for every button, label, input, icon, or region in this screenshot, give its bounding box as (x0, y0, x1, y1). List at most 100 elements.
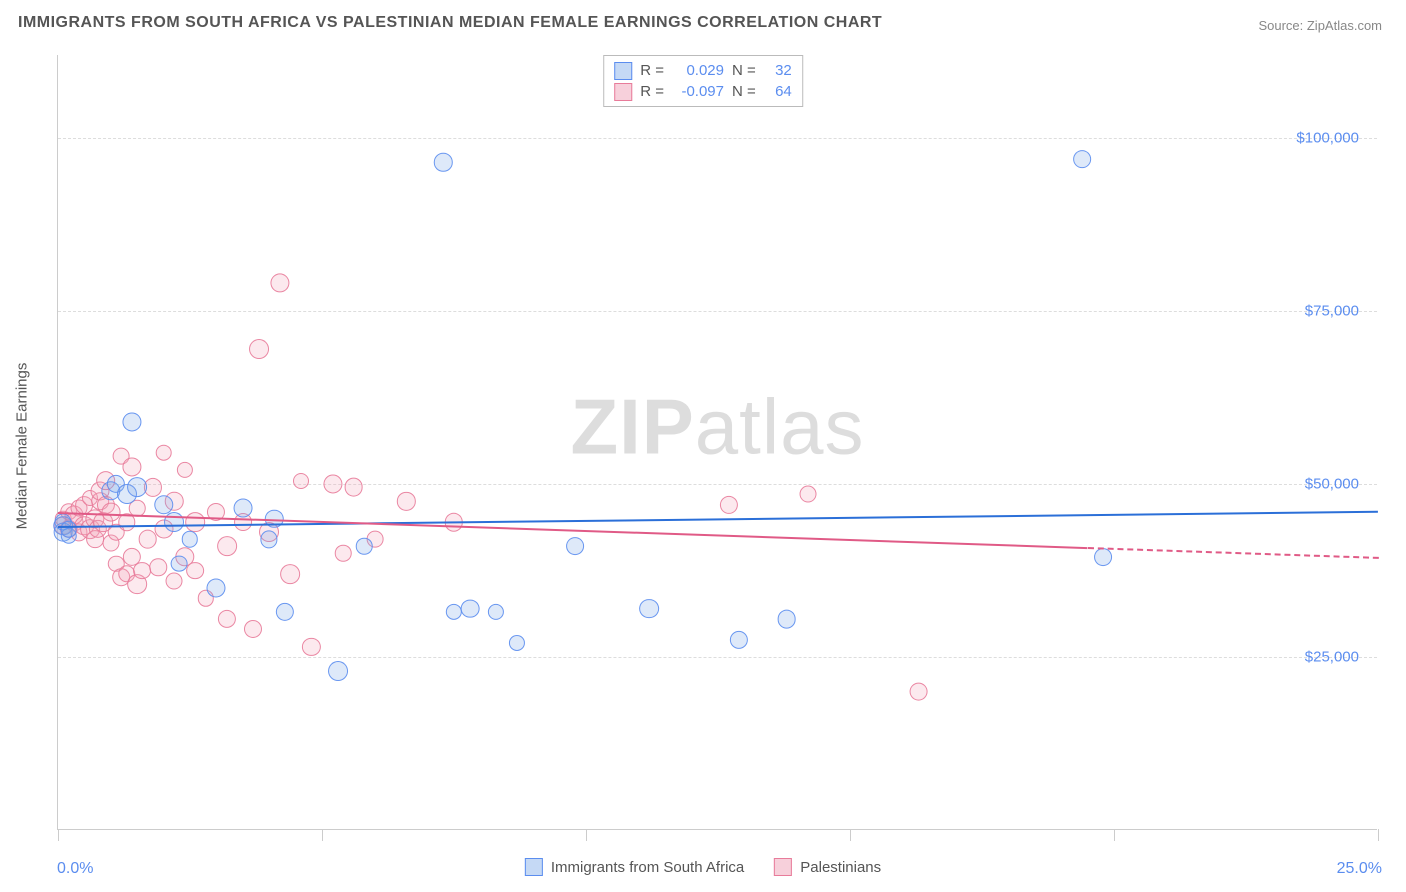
r-value-2: -0.097 (672, 81, 724, 102)
data-point (270, 274, 289, 293)
data-point (76, 496, 94, 514)
data-point (96, 471, 116, 491)
data-point (233, 499, 252, 518)
data-point (244, 620, 262, 638)
x-tick (322, 829, 323, 841)
data-point (144, 478, 162, 496)
data-point (335, 545, 352, 562)
data-point (122, 457, 141, 476)
stats-row-2: R = -0.097 N = 64 (614, 81, 792, 102)
bottom-legend: Immigrants from South Africa Palestinian… (525, 858, 881, 876)
y-tick-label: $75,000 (1305, 303, 1359, 320)
swatch-series-1 (525, 858, 543, 876)
watermark: ZIPatlas (570, 381, 864, 472)
data-point (122, 412, 141, 431)
swatch-series-2 (614, 83, 632, 101)
data-point (60, 528, 76, 544)
y-tick-label: $25,000 (1305, 649, 1359, 666)
data-point (397, 492, 415, 510)
legend-item-1: Immigrants from South Africa (525, 858, 744, 876)
x-tick (850, 829, 851, 841)
chart-title: IMMIGRANTS FROM SOUTH AFRICA VS PALESTIN… (18, 14, 882, 32)
data-point (166, 572, 183, 589)
data-point (182, 531, 198, 547)
data-point (186, 562, 204, 580)
gridline (58, 138, 1377, 139)
legend-item-2: Palestinians (774, 858, 881, 876)
data-point (117, 484, 137, 504)
legend-label-1: Immigrants from South Africa (551, 859, 744, 876)
stats-legend: R = 0.029 N = 32 R = -0.097 N = 64 (603, 55, 803, 107)
data-point (155, 445, 172, 462)
data-point (165, 492, 184, 511)
data-point (113, 448, 130, 465)
trend-line (1088, 547, 1378, 559)
data-point (59, 520, 77, 538)
data-point (171, 555, 188, 572)
data-point (150, 558, 167, 575)
data-point (356, 538, 373, 555)
data-point (60, 521, 77, 538)
data-point (446, 604, 462, 620)
data-point (1095, 548, 1113, 566)
n-label: N = (732, 81, 756, 102)
y-tick-label: $50,000 (1305, 476, 1359, 493)
x-axis-min-label: 0.0% (57, 860, 93, 878)
n-value-1: 32 (764, 60, 792, 81)
data-point (108, 555, 124, 571)
data-point (64, 506, 83, 525)
data-point (138, 530, 157, 549)
data-point (123, 548, 141, 566)
data-point (509, 635, 525, 651)
x-tick (1114, 829, 1115, 841)
data-point (55, 514, 72, 531)
data-point (719, 496, 737, 514)
swatch-series-2 (774, 858, 792, 876)
data-point (80, 519, 100, 539)
x-tick (1378, 829, 1379, 841)
x-axis-max-label: 25.0% (1337, 860, 1382, 878)
swatch-series-1 (614, 62, 632, 80)
data-point (293, 473, 309, 489)
data-point (154, 495, 173, 514)
r-value-1: 0.029 (672, 60, 724, 81)
watermark-zip: ZIP (570, 382, 694, 470)
data-point (127, 478, 147, 498)
data-point (207, 578, 226, 597)
y-tick-label: $100,000 (1296, 130, 1359, 147)
plot-area: ZIPatlas $25,000 $50,000 $75,000 $100,000 (57, 55, 1377, 830)
data-point (134, 562, 152, 580)
legend-label-2: Palestinians (800, 859, 881, 876)
data-point (82, 490, 98, 506)
gridline (58, 484, 1377, 485)
data-point (96, 496, 114, 514)
data-point (799, 486, 816, 503)
n-value-2: 64 (764, 81, 792, 102)
data-point (91, 493, 109, 511)
data-point (488, 604, 504, 620)
data-point (218, 610, 236, 628)
watermark-atlas: atlas (695, 382, 865, 470)
data-point (234, 513, 252, 531)
data-point (101, 502, 120, 521)
data-point (175, 547, 194, 566)
data-point (328, 661, 348, 681)
data-point (344, 478, 363, 497)
y-axis-title: Median Female Earnings (14, 363, 31, 530)
data-point (249, 339, 269, 359)
data-point (302, 638, 320, 656)
stats-row-1: R = 0.029 N = 32 (614, 60, 792, 81)
r-label: R = (640, 81, 664, 102)
data-point (777, 610, 796, 629)
data-point (639, 599, 659, 619)
x-tick (58, 829, 59, 841)
data-point (567, 537, 585, 555)
data-point (177, 462, 193, 478)
x-tick (586, 829, 587, 841)
data-point (113, 569, 131, 587)
gridline (58, 657, 1377, 658)
data-point (280, 564, 300, 584)
data-point (730, 631, 748, 649)
data-point (64, 513, 83, 532)
data-point (366, 531, 383, 548)
